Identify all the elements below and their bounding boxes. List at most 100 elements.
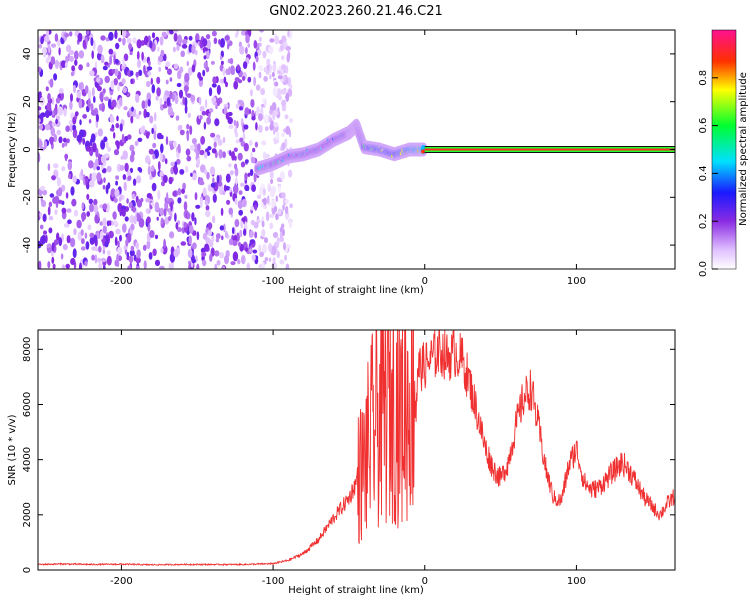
noise-speck: [165, 79, 169, 85]
noise-speck: [92, 40, 96, 51]
noise-speck: [74, 59, 78, 66]
y-tick-label: 4000: [22, 447, 33, 472]
noise-speck: [129, 249, 135, 257]
noise-speck: [209, 253, 213, 262]
noise-speck: [198, 96, 202, 106]
colorbar-tick-label: 0.4: [698, 165, 709, 181]
noise-speck: [73, 228, 77, 236]
noise-speck: [198, 76, 203, 81]
noise-speck: [262, 50, 267, 59]
noise-speck: [210, 182, 216, 188]
noise-speck: [68, 173, 71, 179]
noise-speck: [186, 131, 190, 142]
noise-speck: [206, 116, 212, 125]
noise-speck: [264, 153, 270, 158]
noise-speck: [269, 109, 273, 115]
noise-speck: [203, 121, 207, 130]
noise-speck: [233, 147, 238, 153]
noise-speck: [263, 197, 267, 206]
noise-speck: [100, 154, 107, 164]
noise-speck: [87, 224, 92, 231]
noise-speck: [62, 137, 67, 143]
noise-speck: [287, 30, 290, 38]
noise-speck: [173, 63, 179, 70]
noise-speck: [94, 254, 98, 264]
noise-speck: [212, 177, 215, 185]
noise-speck: [119, 123, 123, 132]
noise-speck: [207, 230, 212, 237]
noise-speck: [274, 81, 279, 87]
noise-speck: [202, 187, 207, 197]
noise-speck: [110, 188, 116, 198]
noise-speck: [276, 131, 280, 140]
noise-speck: [195, 204, 201, 209]
spectrogram-x-axis-label: Height of straight line (km): [288, 285, 424, 296]
noise-speck: [79, 262, 82, 269]
noise-speck: [208, 112, 211, 119]
noise-speck: [43, 230, 47, 235]
noise-speck: [203, 55, 207, 60]
noise-speck: [197, 143, 201, 152]
noise-speck: [204, 243, 210, 252]
noise-speck: [186, 155, 192, 162]
noise-speck: [259, 30, 265, 33]
noise-speck: [100, 140, 106, 150]
noise-speck: [136, 39, 142, 49]
noise-speck: [150, 77, 153, 85]
noise-speck: [201, 251, 207, 257]
noise-speck: [95, 246, 99, 252]
noise-speck: [42, 213, 47, 222]
noise-speck: [159, 134, 164, 140]
noise-speck: [129, 215, 135, 224]
noise-speck: [84, 260, 88, 267]
noise-speck: [183, 221, 187, 228]
noise-speck: [134, 140, 139, 147]
y-tick-label: 2000: [22, 502, 33, 527]
noise-speck: [261, 243, 268, 254]
noise-speck: [123, 106, 128, 111]
noise-speck: [282, 204, 285, 211]
noise-speck: [244, 172, 248, 181]
noise-speck: [89, 232, 95, 238]
spectrogram-y-axis-label: Frequency (Hz): [7, 112, 18, 188]
noise-speck: [284, 205, 289, 215]
noise-speck: [191, 172, 197, 181]
noise-speck: [252, 147, 256, 153]
noise-speck: [196, 231, 200, 241]
noise-speck: [264, 126, 269, 132]
noise-speck: [218, 149, 223, 159]
noise-speck: [260, 88, 265, 96]
noise-speck: [42, 189, 48, 196]
noise-speck: [185, 165, 189, 173]
noise-speck: [38, 106, 42, 111]
noise-speck: [236, 64, 240, 71]
noise-speck: [159, 97, 163, 106]
noise-speck: [54, 33, 59, 42]
noise-speck: [103, 136, 108, 143]
noise-speck: [184, 72, 190, 83]
noise-speck: [78, 64, 83, 71]
noise-speck: [100, 54, 105, 64]
noise-speck: [146, 66, 153, 71]
noise-speck: [158, 66, 162, 73]
noise-speck: [281, 55, 285, 60]
noise-speck: [64, 153, 68, 162]
signal-track: [253, 118, 428, 176]
noise-speck: [102, 203, 108, 210]
noise-speck: [111, 99, 117, 108]
colorbar-tick-label: 0.0: [698, 261, 709, 277]
noise-speck: [282, 75, 286, 82]
noise-speck: [91, 50, 94, 60]
noise-speck: [223, 76, 227, 84]
noise-speck: [272, 110, 276, 121]
noise-speck: [136, 59, 142, 68]
noise-speck: [154, 259, 161, 267]
noise-speck: [48, 43, 51, 54]
noise-speck: [114, 68, 119, 77]
y-tick-label: -40: [22, 237, 33, 253]
noise-speck: [228, 66, 231, 76]
noise-speck: [88, 160, 94, 169]
noise-speck: [121, 64, 126, 71]
x-tick-label: 100: [567, 276, 586, 287]
noise-speck: [263, 114, 269, 124]
